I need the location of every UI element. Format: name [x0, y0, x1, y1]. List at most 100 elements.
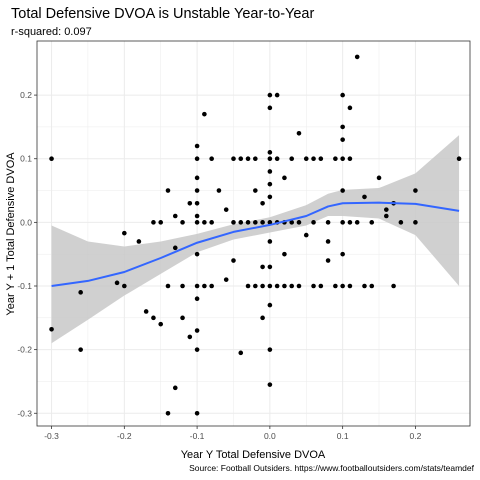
data-point	[340, 124, 345, 130]
data-point	[180, 220, 185, 225]
x-tick-label: 0.2	[410, 431, 422, 441]
data-point	[194, 175, 200, 181]
data-point	[172, 385, 178, 391]
data-point	[456, 156, 462, 162]
y-tick-label: 0.1	[20, 154, 32, 164]
x-tick-label: 0.1	[337, 431, 349, 441]
data-point	[194, 251, 200, 257]
source-caption: Source: Football Outsiders. https://www.…	[189, 463, 475, 473]
smooth-fit-line	[51, 201, 460, 287]
scatter-points	[49, 54, 462, 416]
data-point	[253, 220, 258, 225]
data-point	[180, 283, 185, 289]
data-point	[180, 315, 185, 321]
data-point	[398, 220, 404, 225]
data-point	[267, 105, 273, 111]
data-point	[209, 156, 214, 162]
data-point	[260, 264, 265, 270]
data-point	[231, 258, 236, 263]
data-point	[333, 283, 338, 289]
chart-subtitle: r-squared: 0.097	[11, 26, 92, 38]
data-point	[347, 220, 353, 225]
data-point	[122, 283, 127, 289]
data-point	[267, 194, 273, 200]
data-point	[194, 213, 200, 219]
x-tick-label: 0.0	[264, 431, 276, 441]
data-point	[267, 181, 273, 187]
data-point	[194, 156, 200, 162]
data-point	[267, 220, 273, 225]
data-point	[245, 283, 251, 289]
y-axis-ticks: -0.3 -0.2 -0.1 0.0 0.1 0.2	[17, 90, 37, 418]
data-point	[282, 283, 287, 289]
data-point	[260, 200, 265, 206]
data-point	[238, 350, 244, 356]
data-point	[325, 258, 331, 263]
data-point	[274, 156, 280, 162]
data-point	[347, 283, 353, 289]
data-point	[78, 290, 83, 295]
data-point	[143, 309, 149, 314]
data-point	[282, 175, 287, 181]
x-tick-label: -0.1	[190, 431, 205, 441]
chart-title: Total Defensive DVOA is Unstable Year-to…	[11, 6, 314, 22]
data-point	[223, 207, 229, 212]
data-point	[340, 251, 345, 257]
data-point	[340, 137, 345, 142]
data-point	[282, 251, 287, 257]
data-point	[267, 382, 273, 387]
data-point	[202, 220, 207, 225]
data-point	[165, 283, 171, 289]
data-point	[333, 156, 338, 162]
data-point	[260, 315, 265, 321]
data-point	[267, 347, 273, 352]
data-point	[347, 156, 353, 162]
data-point	[296, 220, 302, 225]
data-point	[231, 220, 236, 225]
data-point	[245, 220, 251, 225]
plot-panel-border	[36, 40, 471, 427]
data-point	[325, 220, 331, 225]
data-point	[311, 156, 316, 162]
data-point	[122, 230, 127, 236]
data-point	[267, 150, 273, 155]
y-tick-label: -0.3	[17, 408, 32, 418]
y-tick-label: 0.2	[20, 90, 32, 100]
x-tick-label: -0.3	[44, 431, 59, 441]
data-point	[413, 188, 418, 193]
data-point	[267, 169, 273, 174]
data-point	[267, 92, 273, 98]
data-point	[194, 200, 200, 206]
data-point	[303, 156, 309, 162]
data-point	[194, 143, 200, 149]
data-point	[369, 220, 375, 225]
data-point	[238, 220, 244, 225]
data-point	[187, 200, 193, 206]
data-point	[172, 213, 178, 219]
data-point	[49, 326, 54, 332]
data-point	[216, 188, 222, 193]
data-point	[158, 321, 164, 327]
data-point	[340, 283, 345, 289]
y-axis-title: Year Y + 1 Total Defensive DVOA	[5, 152, 17, 316]
y-tick-label: 0.0	[20, 217, 32, 227]
data-point	[391, 283, 396, 289]
y-tick-label: -0.1	[17, 281, 32, 291]
data-point	[303, 232, 309, 238]
data-point	[362, 194, 367, 200]
data-point	[369, 283, 375, 289]
data-point	[340, 220, 345, 225]
data-point	[165, 410, 171, 416]
data-point	[260, 283, 265, 289]
data-point	[340, 156, 345, 162]
data-point	[194, 347, 200, 352]
data-point	[274, 283, 280, 289]
data-point	[151, 315, 156, 321]
data-point	[296, 283, 302, 289]
data-point	[49, 156, 54, 162]
data-point	[267, 283, 273, 289]
data-point	[253, 283, 258, 289]
data-point	[260, 220, 265, 225]
data-point	[384, 207, 389, 212]
